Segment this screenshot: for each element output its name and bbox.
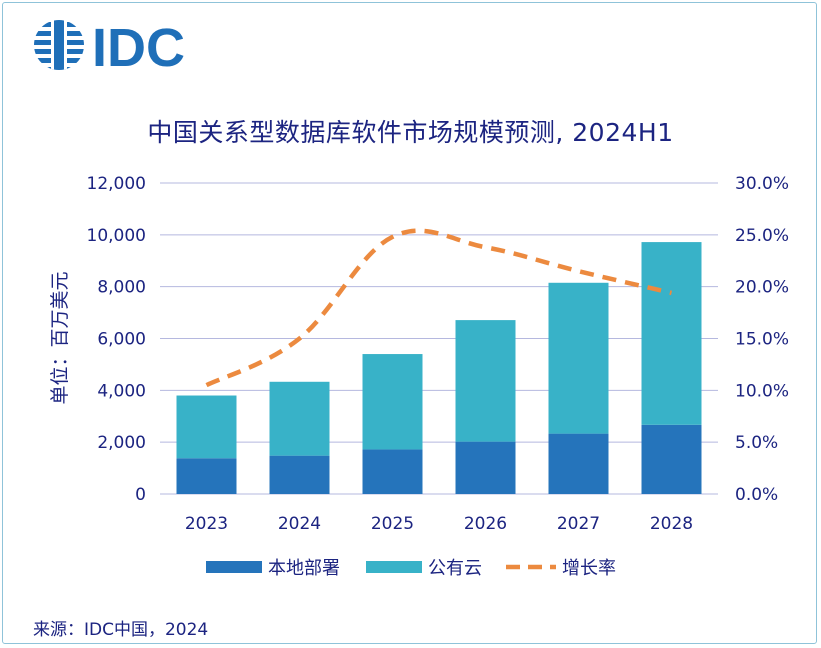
y-tick-label: 12,000 — [87, 174, 146, 194]
idc-logo: IDC — [34, 18, 185, 76]
y2-tick-label: 20.0% — [735, 278, 789, 298]
y-tick-label: 8,000 — [97, 278, 146, 298]
x-tick-label: 2028 — [650, 514, 693, 534]
y-tick-label: 4,000 — [97, 381, 146, 401]
legend-label: 增长率 — [562, 558, 616, 579]
bar-public-cloud — [176, 395, 237, 459]
legend-label: 公有云 — [428, 558, 482, 579]
left-axis-ticks: 0 2,000 4,000 6,000 8,000 10,000 12,000 — [87, 174, 146, 505]
legend-label: 本地部署 — [268, 558, 340, 579]
y-axis-label: 单位：百万美元 — [49, 271, 71, 404]
y-tick-label: 10,000 — [87, 226, 146, 246]
y2-tick-label: 15.0% — [735, 330, 789, 350]
x-tick-label: 2026 — [464, 514, 507, 534]
x-tick-label: 2027 — [557, 514, 600, 534]
globe-icon — [34, 20, 84, 70]
x-tick-label: 2024 — [278, 514, 321, 534]
bar-on-premise — [362, 449, 423, 494]
y-tick-label: 6,000 — [97, 330, 146, 350]
y2-tick-label: 25.0% — [735, 226, 789, 246]
legend-swatch — [206, 561, 262, 573]
y2-tick-label: 10.0% — [735, 381, 789, 401]
y-tick-label: 0 — [135, 485, 146, 505]
bar-on-premise — [176, 458, 237, 494]
bar-on-premise — [548, 433, 609, 494]
legend-swatch — [366, 561, 422, 573]
y2-tick-label: 30.0% — [735, 174, 789, 194]
grid-lines — [160, 182, 718, 495]
growth-rate-line — [205, 228, 673, 388]
y-tick-label: 2,000 — [97, 433, 146, 453]
bar-public-cloud — [641, 242, 702, 425]
bar-public-cloud — [269, 381, 330, 456]
bars — [176, 242, 702, 494]
growth-line — [205, 228, 673, 388]
bar-on-premise — [455, 441, 516, 494]
legend-on-premise: 本地部署 — [206, 558, 340, 579]
chart-title: 中国关系型数据库软件市场规模预测, 2024H1 — [147, 118, 674, 147]
legend: 本地部署 公有云 增长率 — [206, 558, 616, 579]
bar-public-cloud — [455, 320, 516, 442]
legend-growth-rate: 增长率 — [506, 558, 616, 579]
bar-public-cloud — [548, 282, 609, 434]
x-axis-ticks: 2023 2024 2025 2026 2027 2028 — [185, 514, 693, 534]
y2-tick-label: 0.0% — [735, 485, 778, 505]
x-tick-label: 2025 — [371, 514, 414, 534]
bar-public-cloud — [362, 354, 423, 450]
right-axis-ticks: 0.0% 5.0% 10.0% 15.0% 20.0% 25.0% 30.0% — [735, 174, 789, 505]
bar-on-premise — [269, 455, 330, 494]
bar-on-premise — [641, 424, 702, 494]
source-note: 来源：IDC中国，2024 — [33, 620, 209, 640]
x-tick-label: 2023 — [185, 514, 228, 534]
legend-public-cloud: 公有云 — [366, 558, 482, 579]
logo-text: IDC — [92, 18, 185, 76]
y2-tick-label: 5.0% — [735, 433, 778, 453]
